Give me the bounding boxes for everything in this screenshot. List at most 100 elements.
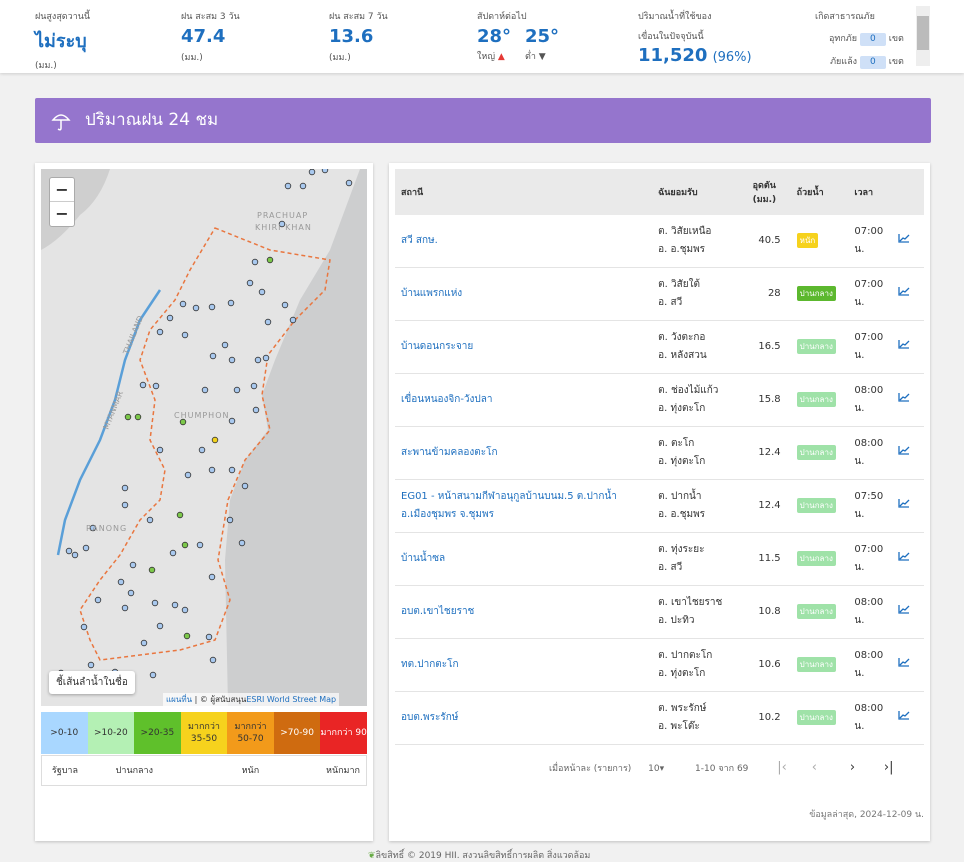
station-name[interactable]: บ้านแพรกแห่ง [395, 267, 653, 321]
rainfall: 28 [746, 267, 791, 321]
station-marker [266, 256, 274, 264]
station-name[interactable]: ทต.ปากตะโก [395, 638, 653, 692]
station-marker [171, 601, 179, 609]
station-marker [228, 356, 236, 364]
status-cell: หนัก [790, 215, 849, 268]
column-header: อุดตัน (มม.) [746, 169, 791, 215]
station-name[interactable]: เขื่อนหนองจิก-วังปลา [395, 373, 653, 427]
stat-value: 11,520 [638, 45, 708, 66]
legend-class: รัฐบาล [41, 755, 88, 786]
per-page-select[interactable]: 10▾ [648, 764, 665, 774]
stat-unit: (มม.) [181, 53, 203, 63]
shape: >0-10 >10-20 >20-35 มากกว่า 35-50 มากกว่า 50… [41, 712, 367, 754]
status-badge: ปานกลาง [796, 392, 836, 407]
station-name[interactable]: อบต.เขาไชยราช [395, 585, 653, 639]
table-row: อบต.เขาไชยราช ต. เขาไชยราช อ. ปะทิว 10.8 ปาน… [395, 585, 924, 639]
graph-icon[interactable] [898, 233, 910, 243]
location: ต. ปากตะโก อ. ทุ่งตะโก [652, 638, 747, 692]
shape [79, 227, 331, 661]
station-marker [308, 169, 316, 176]
district: อ. หลังสวน [658, 350, 707, 361]
graph-icon[interactable] [898, 551, 910, 561]
station-name[interactable]: สวี สกษ. [395, 215, 653, 268]
legend-level: มากกว่า 50-70 [227, 712, 274, 754]
last-page[interactable]: ›| [883, 760, 894, 775]
map-label: KHIRI KHAN [255, 223, 312, 232]
table-row: บ้านแพรกแห่ง ต. วิสัยใต้ อ. สวี 28 ปานกลาง 07… [395, 267, 924, 321]
graph-icon[interactable] [898, 339, 910, 349]
station-marker [227, 299, 235, 307]
time: 07:00 น. [848, 215, 893, 268]
first-page[interactable]: |‹ [777, 760, 787, 775]
district: อ. ทุ่งตะโก [658, 456, 706, 467]
station-marker [169, 549, 177, 557]
graph-icon[interactable] [898, 657, 910, 667]
subdistrict: ต. วิสัยเหนือ [658, 226, 712, 237]
station-marker [299, 182, 307, 190]
station-marker [156, 446, 164, 454]
graph-line [898, 552, 910, 561]
rainfall: 10.2 [746, 691, 791, 745]
rainfall: 10.6 [746, 638, 791, 692]
district: อ. สวี [658, 297, 683, 308]
zoom-in[interactable]: − [50, 178, 74, 202]
graph-line [898, 499, 910, 508]
station-marker [140, 639, 148, 647]
column-header: ถ้วยน้ำ [790, 169, 849, 215]
stat-value: 13.6 [329, 26, 374, 47]
location: ต. ปากน้ำ อ. อ.ชุมพร [652, 479, 747, 533]
graph-icon[interactable] [898, 445, 910, 455]
station-name[interactable]: บ้านน้ำซล [395, 532, 653, 586]
section-title: ปริมาณฝน 24 ชม [85, 110, 219, 130]
scroll-thumb[interactable] [917, 16, 929, 50]
station-marker [152, 382, 160, 390]
text: อุทกภัย [829, 34, 857, 44]
graph-icon[interactable] [898, 286, 910, 296]
station-name[interactable]: บ้านดอนกระจาย [395, 320, 653, 374]
status-cell: ปานกลาง [790, 426, 849, 480]
stat-label: ฝน สะสม 3 วัน [181, 12, 240, 22]
link[interactable]: ESRI World Street Map [246, 695, 337, 704]
station-name[interactable]: อบต.พระรักษ์ [395, 691, 653, 745]
legend-row: รัฐบาล ปานกลาง หนัก หนักมาก [41, 755, 367, 786]
subdistrict: ต. ช่องไม้แก้ว [658, 385, 719, 396]
per-page-label: เมื่อหน้าละ (รายการ) [549, 764, 632, 774]
map[interactable]: PRACHUAP KHIRI KHAN CHUMPHON RANONG MYAN… [41, 169, 367, 706]
graph-icon[interactable] [898, 604, 910, 614]
status-cell: ปานกลาง [790, 373, 849, 427]
station-name[interactable]: EG01 - หน้าสนามกีฬาอนุกูลบ้านบนม.5 ต.ปาก… [395, 479, 653, 533]
stats-bar: ฝนสูงสุดวานนี้ ไม่ระบุ (มม.) ฝน สะสม 3 ว… [0, 0, 964, 73]
legend-level: >0-10 [41, 712, 88, 754]
zoom-out[interactable]: − [55, 204, 69, 223]
graph-icon[interactable] [898, 498, 910, 508]
map-label: CHUMPHON [174, 411, 229, 420]
stat: ฝน สะสม 7 วัน 13.6 (มม.) [329, 9, 388, 64]
stat: สัปดาห์ต่อไป 28° 25° ใหญ่ ▲ ต่ำ ▼ [477, 9, 587, 63]
table-row: เขื่อนหนองจิก-วังปลา ต. ช่องไม้แก้ว อ. ทุ่… [395, 373, 924, 427]
status-badge: ปานกลาง [796, 551, 836, 566]
shape: ▲ [497, 52, 505, 62]
stat-label: ปริมาณน้ำที่ใช้ของ [638, 12, 712, 22]
page-range: 1-10 จาก 69 [695, 764, 749, 774]
updated: ข้อมูลล่าสุด, 2024-12-09 น. [809, 810, 924, 820]
next-page[interactable]: › [849, 760, 856, 775]
location: ต. ช่องไม้แก้ว อ. ทุ่งตะโก [652, 373, 747, 427]
status-cell: ปานกลาง [790, 479, 849, 533]
graph-icon[interactable] [898, 392, 910, 402]
zoom-controls: − − [49, 177, 75, 227]
station-marker [221, 341, 229, 349]
station-name[interactable]: สะพานข้ามคลองตะโก [395, 426, 653, 480]
station-marker [149, 671, 157, 679]
river-button[interactable]: ชี้เส้นลำน้ำในชื่อ [49, 671, 135, 694]
graph-icon-cell [892, 373, 924, 427]
stat-label: ฝน สะสม 7 วัน [329, 12, 388, 22]
prev-page[interactable]: ‹ [811, 760, 817, 775]
station-marker [121, 484, 129, 492]
scrollbar[interactable] [916, 6, 930, 66]
subdistrict: ต. วังตะกอ [658, 332, 706, 343]
location: ต. พระรักษ์ อ. พะโต๊ะ [652, 691, 747, 745]
low-label: ต่ำ ▼ [525, 52, 546, 62]
subdistrict: ต. เขาไชยราช [658, 597, 723, 608]
graph-icon[interactable] [898, 710, 910, 720]
text: เขต [888, 34, 904, 44]
